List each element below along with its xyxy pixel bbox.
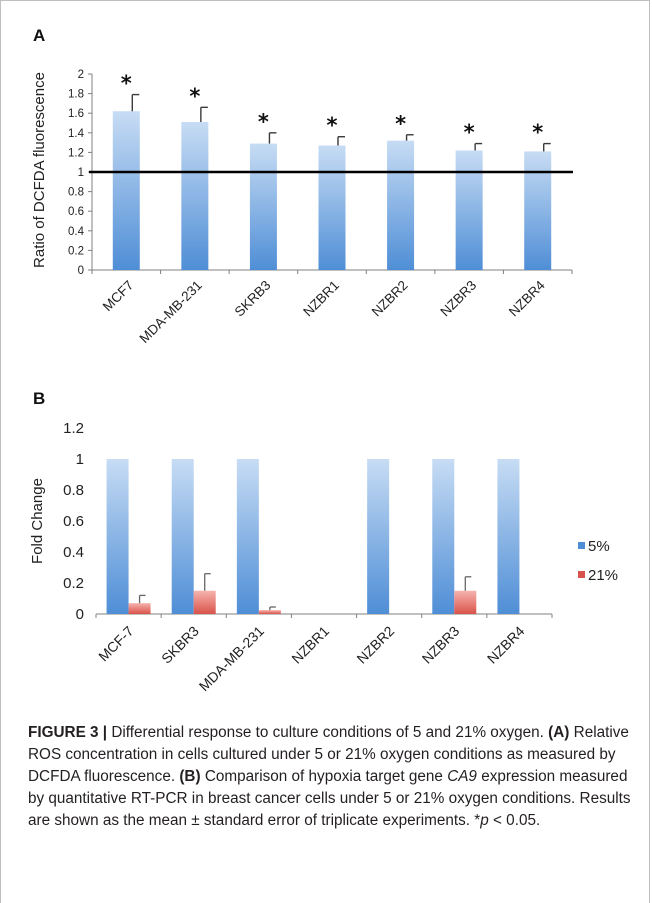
- legend-label-21-percent: 21%: [588, 567, 618, 584]
- bar-5-percent: [171, 459, 194, 614]
- x-category-label: NZBR1: [288, 623, 332, 667]
- legend-swatch-5-percent: [578, 542, 585, 549]
- y-tick-label: 1.4: [68, 128, 85, 140]
- y-tick-label: 1.6: [68, 108, 84, 120]
- legend-label-5-percent: 5%: [588, 538, 610, 555]
- bar-5-percent: [497, 459, 520, 614]
- significance-marker: *: [258, 110, 269, 134]
- x-category-label: NZBR1: [300, 278, 342, 320]
- bar: [524, 151, 552, 270]
- bar-5-percent: [432, 459, 455, 614]
- bar: [249, 143, 277, 270]
- panel-a-chart: 0 0.2 0.4 0.6 0.8 1 1.2 1.4 1.6 1.8 2 * MCF7 * MDA-MB-…: [31, 69, 573, 346]
- y-tick-label: 0.4: [63, 544, 84, 561]
- panel-label-b: B: [33, 389, 45, 408]
- significance-marker: *: [121, 72, 132, 96]
- x-category-label: SKRB3: [232, 278, 274, 320]
- x-category-label: NZBR3: [419, 623, 463, 667]
- y-tick-label: 0: [78, 265, 84, 277]
- significance-marker: *: [189, 84, 200, 108]
- y-tick-label: 1.2: [63, 420, 84, 437]
- caption-b-text-1: Comparison of hypoxia target gene: [200, 768, 448, 785]
- y-tick-label: 0.8: [63, 482, 84, 499]
- y-tick-label: 0.6: [68, 206, 84, 218]
- y-tick-label: 0.2: [68, 245, 84, 257]
- y-tick-label: 1.8: [68, 89, 84, 101]
- y-tick-label: 0.4: [68, 226, 85, 238]
- significance-marker: *: [327, 114, 338, 138]
- bar: [387, 140, 415, 270]
- legend-swatch-21-percent: [578, 571, 585, 578]
- y-tick-label: 0.6: [63, 513, 84, 530]
- figure-charts: A B 0 0.2 0.4 0.6 0.8 1 1.2 1.4 1.6 1.8 2 * MCF7 * MDA…: [29, 26, 618, 694]
- significance-marker: *: [395, 112, 406, 136]
- y-tick-label: 0.8: [68, 187, 84, 199]
- caption-b-text-2: expression measured by quantitative RT-P…: [28, 768, 631, 829]
- caption-figure-label: FIGURE 3 |: [28, 724, 108, 741]
- x-category-label: MCF-7: [95, 623, 137, 665]
- caption-b-label: (B): [179, 768, 201, 785]
- bar: [112, 111, 140, 271]
- y-axis-title: Ratio of DCFDA fluorescence: [31, 72, 48, 268]
- y-tick-label: 0.2: [63, 575, 84, 592]
- x-category-label: MCF7: [100, 278, 137, 315]
- bar-5-percent: [367, 459, 390, 614]
- caption-p-symbol: p: [480, 812, 489, 829]
- y-tick-label: 1.2: [68, 147, 84, 159]
- y-tick-label: 0: [76, 606, 84, 623]
- y-tick-label: 1: [76, 451, 84, 468]
- x-category-label: NZBR4: [506, 277, 548, 319]
- bar-21-percent: [258, 610, 281, 614]
- significance-marker: *: [464, 121, 475, 145]
- bar-21-percent: [193, 590, 216, 614]
- figure-caption: FIGURE 3 | Differential response to cult…: [28, 722, 640, 832]
- x-category-label: MDA-MB-231: [137, 278, 205, 346]
- bar-21-percent: [128, 603, 151, 614]
- caption-intro: Differential response to culture conditi…: [107, 724, 544, 741]
- panel-label-a: A: [33, 26, 45, 45]
- y-tick-label: 2: [78, 69, 84, 81]
- caption-a-label: (A): [548, 724, 570, 741]
- x-category-label: NZBR3: [437, 278, 479, 320]
- y-tick-label: 1: [78, 167, 84, 179]
- caption-gene: CA9: [447, 768, 477, 785]
- y-axis-title: Fold Change: [29, 478, 46, 564]
- bar-5-percent: [236, 459, 259, 614]
- x-category-label: NZBR4: [484, 623, 528, 667]
- bar: [455, 150, 483, 270]
- x-category-label: NZBR2: [353, 623, 397, 667]
- caption-p-rest: < 0.05.: [488, 812, 541, 829]
- bar-5-percent: [106, 459, 129, 614]
- bar: [318, 145, 346, 270]
- bar-21-percent: [454, 590, 477, 614]
- bar: [181, 122, 209, 271]
- x-category-label: NZBR2: [369, 278, 411, 320]
- x-category-label: SKBR3: [158, 623, 202, 667]
- x-category-label: MDA-MB-231: [196, 623, 267, 694]
- caption-a-text: Relative ROS concentration in cells cult…: [28, 724, 629, 785]
- significance-marker: *: [532, 121, 543, 145]
